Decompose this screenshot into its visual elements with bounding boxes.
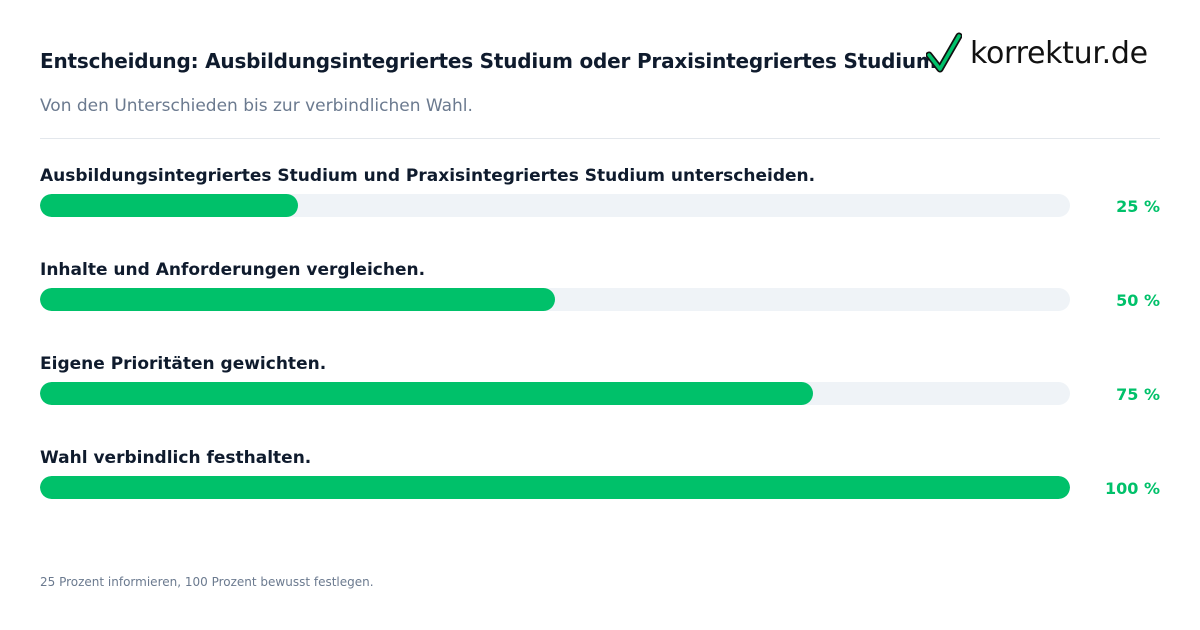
row-label: Ausbildungsintegriertes Studium und Prax…: [40, 166, 816, 186]
progress-track: [40, 476, 1070, 499]
row-label: Inhalte und Anforderungen vergleichen.: [40, 260, 426, 280]
progress-bar: [40, 194, 298, 217]
value-label: 50 %: [1116, 291, 1160, 310]
brand-name: korrektur.de: [970, 35, 1148, 71]
progress-track: [40, 194, 1070, 217]
progress-track: [40, 382, 1070, 405]
row-label: Eigene Prioritäten gewichten.: [40, 354, 327, 374]
row-label: Wahl verbindlich festhalten.: [40, 448, 312, 468]
brand-logo: korrektur.de: [926, 30, 1148, 76]
progress-row: Eigene Prioritäten gewichten. 75 %: [40, 354, 1160, 414]
progress-track: [40, 288, 1070, 311]
checkmark-icon: [926, 32, 962, 73]
value-label: 100 %: [1105, 479, 1160, 498]
progress-bar: [40, 288, 555, 311]
progress-row: Ausbildungsintegriertes Studium und Prax…: [40, 166, 1160, 226]
progress-bar: [40, 382, 813, 405]
progress-row: Wahl verbindlich festhalten. 100 %: [40, 448, 1160, 508]
value-label: 75 %: [1116, 385, 1160, 404]
progress-bar: [40, 476, 1070, 499]
page-subtitle: Von den Unterschieden bis zur verbindlic…: [40, 96, 473, 116]
header-divider: [40, 138, 1160, 139]
footer-note: 25 Prozent informieren, 100 Prozent bewu…: [40, 575, 374, 589]
page-title: Entscheidung: Ausbildungsintegriertes St…: [40, 49, 937, 73]
progress-row: Inhalte und Anforderungen vergleichen. 5…: [40, 260, 1160, 320]
value-label: 25 %: [1116, 197, 1160, 216]
